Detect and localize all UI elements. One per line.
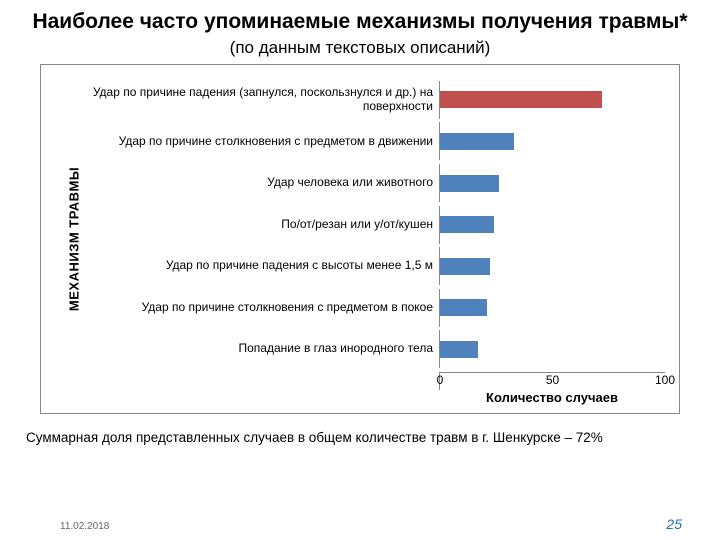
bar-label: Попадание в глаз инородного тела (79, 342, 439, 356)
x-tick: 0 (437, 373, 444, 387)
x-axis: 050100 (79, 372, 665, 390)
bar-row: Удар по причине столкновения с предметом… (79, 122, 665, 160)
bar (440, 299, 487, 316)
page-number: 25 (666, 516, 682, 532)
bar-row: Удар человека или животного (79, 164, 665, 202)
x-tick: 100 (655, 373, 675, 387)
y-axis-label: МЕХАНИЗМ ТРАВМЫ (66, 167, 81, 311)
bar-label: Удар по причине столкновения с предметом… (79, 135, 439, 149)
chart-frame: МЕХАНИЗМ ТРАВМЫ Удар по причине падения … (40, 64, 680, 414)
bar-track (439, 206, 665, 244)
bar (440, 133, 514, 150)
bar-track (439, 122, 665, 160)
bar-track (439, 247, 665, 285)
plot-area: Удар по причине падения (запнулся, поско… (79, 75, 665, 405)
bar-track (439, 289, 665, 327)
bar-row: По/от/резан или у/от/кушен (79, 206, 665, 244)
bar-row: Удар по причине падения (запнулся, поско… (79, 81, 665, 119)
bar-row: Попадание в глаз инородного тела (79, 330, 665, 368)
bars-area: Удар по причине падения (запнулся, поско… (79, 75, 665, 372)
bar-label: Удар по причине падения (запнулся, поско… (79, 86, 439, 114)
bar-track (439, 164, 665, 202)
bar (440, 91, 602, 108)
bar (440, 216, 494, 233)
bar-row: Удар по причине столкновения с предметом… (79, 289, 665, 327)
slide-date: 11.02.2018 (60, 522, 106, 533)
footnote: Суммарная доля представленных случаев в … (26, 430, 702, 446)
slide-title: Наиболее часто упоминаемые механизмы пол… (18, 10, 702, 34)
footer: 11.02.2018 25 (0, 516, 720, 532)
bar-label: Удар человека или животного (79, 176, 439, 190)
x-axis-label: Количество случаев (439, 390, 665, 405)
bar (440, 175, 499, 192)
bar (440, 258, 490, 275)
bar-track (439, 81, 665, 119)
slide-subtitle: (по данным текстовых описаний) (18, 38, 702, 58)
x-axis-track: 050100 (439, 372, 665, 390)
slide: Наиболее часто упоминаемые механизмы пол… (0, 0, 720, 540)
bar-label: По/от/резан или у/от/кушен (79, 218, 439, 232)
bar-label: Удар по причине падения с высоты менее 1… (79, 259, 439, 273)
bar-track (439, 330, 665, 368)
bar-row: Удар по причине падения с высоты менее 1… (79, 247, 665, 285)
x-tick: 50 (546, 373, 559, 387)
bar-label: Удар по причине столкновения с предметом… (79, 301, 439, 315)
bar (440, 341, 478, 358)
